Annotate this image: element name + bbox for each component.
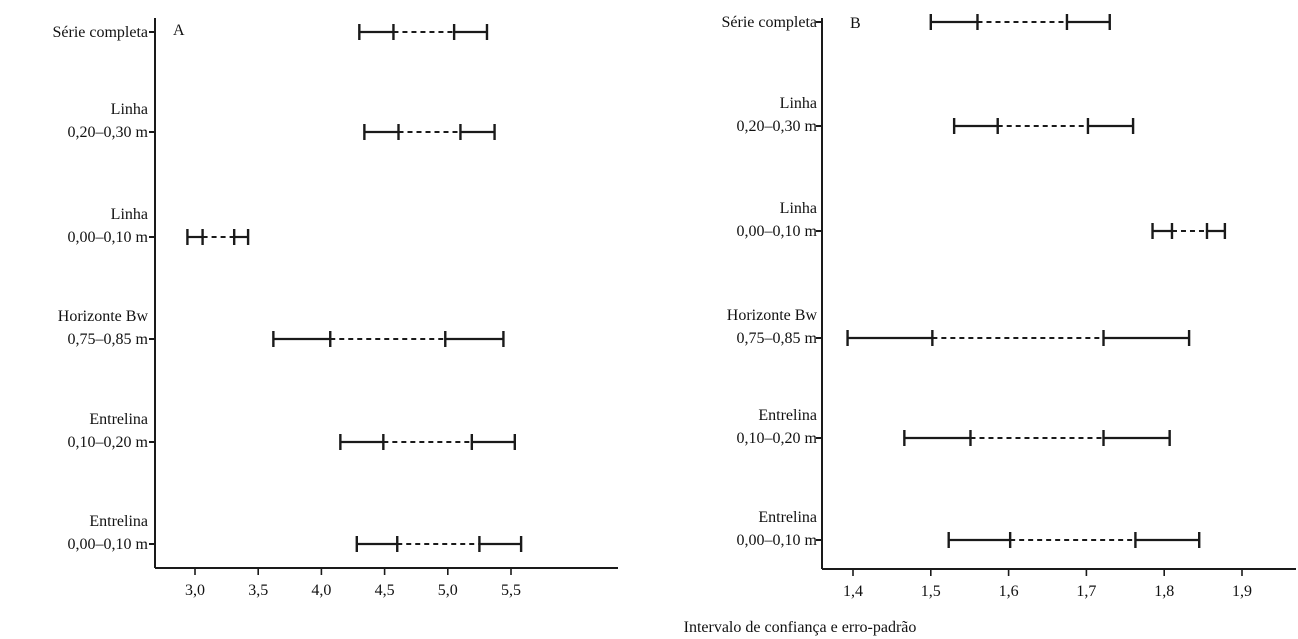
category-label: Entrelina [89, 411, 148, 428]
category-label: 0,00–0,10 m [737, 223, 818, 240]
category-label: 0,10–0,20 m [68, 434, 149, 451]
category-label: Linha [111, 206, 148, 223]
category-label: 0,75–0,85 m [68, 331, 149, 348]
category-label: Linha [780, 95, 817, 112]
category-label: 0,00–0,10 m [737, 532, 818, 549]
category-label: 0,00–0,10 m [68, 229, 149, 246]
x-tick-label: 3,5 [248, 582, 268, 599]
x-tick-label: 5,5 [501, 582, 521, 599]
x-tick-label: 5,0 [438, 582, 458, 599]
x-tick-label: 1,6 [999, 583, 1019, 600]
x-tick-label: 3,0 [185, 582, 205, 599]
category-label: Entrelina [758, 407, 817, 424]
category-label: 0,00–0,10 m [68, 536, 149, 553]
x-tick-label: 1,4 [843, 583, 863, 600]
panel-label: A [173, 22, 185, 39]
category-label: Linha [780, 200, 817, 217]
x-tick-label: 1,7 [1076, 583, 1096, 600]
category-label: Série completa [52, 24, 148, 41]
panel-b: B 1,4 1,5 1,6 1,7 1,8 1,9 Série completa Linha 0,… [721, 14, 1296, 600]
x-tick-label: 1,9 [1232, 583, 1252, 600]
category-label: 0,10–0,20 m [737, 430, 818, 447]
category-label: Horizonte Bw [727, 307, 818, 324]
x-tick-label: 4,5 [375, 582, 395, 599]
category-label: Horizonte Bw [58, 308, 149, 325]
panel-label: B [850, 15, 861, 32]
category-label: 0,75–0,85 m [737, 330, 818, 347]
category-label: Entrelina [89, 513, 148, 530]
x-tick-label: 4,0 [311, 582, 331, 599]
panel-a: A 3,0 3,5 4,0 4,5 5,0 5,5 Série completa Linha 0,… [52, 18, 618, 599]
category-label: 0,20–0,30 m [737, 118, 818, 135]
x-axis-title: Intervalo de confiança e erro-padrão [684, 619, 917, 636]
category-label: Série completa [721, 14, 817, 31]
category-label: Entrelina [758, 509, 817, 526]
x-tick-label: 1,8 [1154, 583, 1174, 600]
category-label: Linha [111, 101, 148, 118]
x-tick-label: 1,5 [921, 583, 941, 600]
category-label: 0,20–0,30 m [68, 124, 149, 141]
